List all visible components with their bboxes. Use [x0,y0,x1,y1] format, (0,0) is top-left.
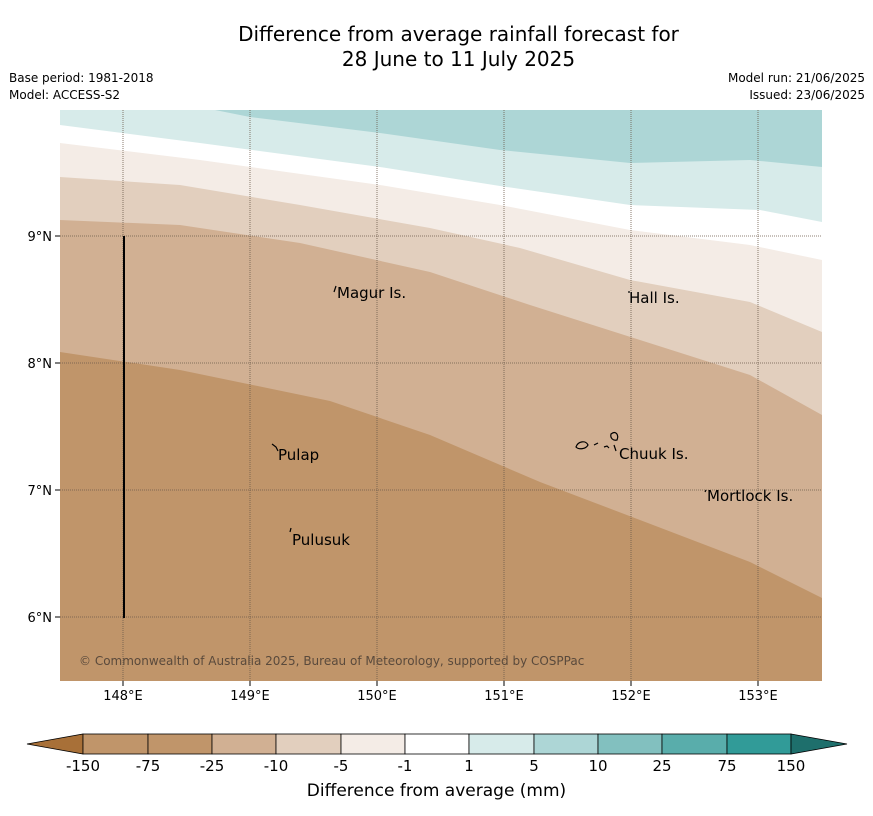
colorbar-swatch [82,733,149,755]
island-outlines [271,285,707,533]
colorbar-swatch [147,733,213,755]
base-period: Base period: 1981-2018 [9,71,154,85]
meta-left: Base period: 1981-2018 Model: ACCESS-S2 [9,70,154,104]
colorbar-tick: 10 [588,757,608,775]
model-name: Model: ACCESS-S2 [9,88,121,102]
lon-tick-153e: 153°E [738,689,778,704]
colorbar-swatch [404,733,470,755]
lon-axis: 148°E 149°E 150°E 151°E 152°E 153°E [103,681,778,704]
colorbar-tick: -1 [397,757,413,775]
colorbar-tick: 75 [717,757,737,775]
colorbar-tick: -25 [199,757,225,775]
colorbar-tick: -150 [65,757,101,775]
colorbar-swatch [661,733,728,755]
copyright-notice: © Commonwealth of Australia 2025, Bureau… [79,654,584,668]
lon-tick-149e: 149°E [230,689,270,704]
place-label-chuuk: Chuuk Is. [619,445,688,463]
place-label-pulap: Pulap [278,446,319,464]
colorbar-swatch [211,733,277,755]
colorbar-swatch [275,733,342,755]
colorbar-swatch [726,733,792,755]
issued-date: Issued: 23/06/2025 [749,88,865,102]
lat-tick-7n: 7°N [28,484,53,499]
band-pos5 [215,110,822,167]
colorbar-tick: 25 [652,757,672,775]
model-run: Model run: 21/06/2025 [727,71,865,85]
colorbar-tick: -5 [333,757,349,775]
title-line-2: 28 June to 11 July 2025 [341,47,576,71]
map-title: Difference from average rainfall forecas… [0,22,873,72]
chuuk-island-shapes [575,431,619,452]
place-label-mortlock: Mortlock Is. [707,487,793,505]
graticule [60,110,822,681]
colorbar-extend-low [26,733,84,755]
lon-tick-150e: 150°E [357,689,397,704]
colorbar-swatch [340,733,406,755]
colorbar-tick: -75 [135,757,161,775]
lat-tick-6n: 6°N [28,611,53,626]
colorbar [26,733,848,755]
place-label-magur: Magur Is. [337,284,406,302]
lon-tick-152e: 152°E [611,689,651,704]
colorbar-tick: -10 [263,757,289,775]
title-line-1: Difference from average rainfall forecas… [238,22,679,46]
colorbar-tick: 5 [529,757,539,775]
lat-tick-8n: 8°N [28,357,53,372]
colorbar-label: Difference from average (mm) [306,781,567,801]
place-label-hall: Hall Is. [629,289,680,307]
colorbar-swatch [533,733,599,755]
place-label-pulusuk: Pulusuk [292,531,350,549]
lon-tick-151e: 151°E [484,689,524,704]
magur-island-shape [333,285,337,293]
colorbar-extend-high [790,733,848,755]
lon-tick-148e: 148°E [103,689,143,704]
colorbar-tick: 1 [464,757,474,775]
colorbar-swatch [468,733,535,755]
lat-tick-9n: 9°N [28,230,53,245]
colorbar-swatch [597,733,663,755]
map-panel: Magur Is. Hall Is. Pulap Chuuk Is. Mortl… [60,110,822,681]
pulusuk-island-shape [289,527,292,533]
colorbar-tick: 150 [776,757,806,775]
mortlock-island-shape [704,489,707,493]
lat-axis: 9°N 8°N 7°N 6°N [28,230,60,626]
meta-right: Model run: 21/06/2025 Issued: 23/06/2025 [728,70,865,104]
pulap-island-shape [271,443,279,452]
